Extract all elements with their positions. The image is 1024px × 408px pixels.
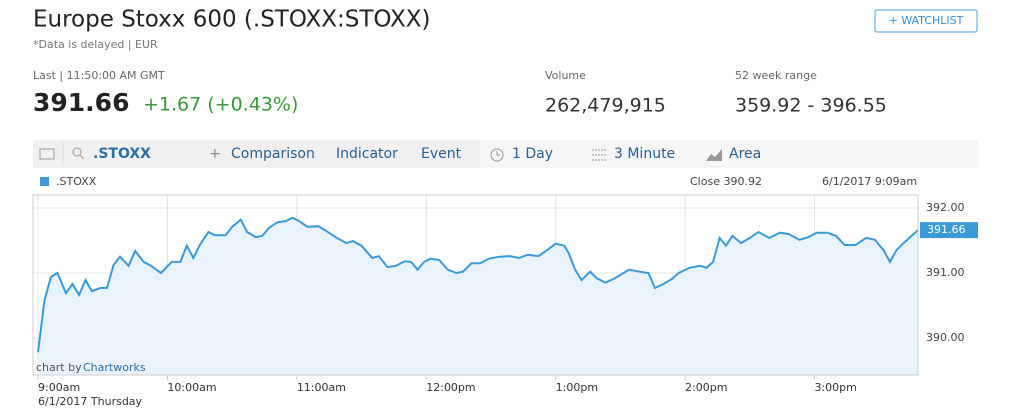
x-tick-label: 9:00am [38, 381, 80, 394]
y-tick-label: 391.00 [926, 266, 965, 279]
period[interactable]: 1 Day [512, 146, 553, 162]
plus-icon: + [209, 146, 221, 162]
credit-link[interactable]: Chartworks [83, 361, 146, 374]
range: 359.92 - 396.55 [735, 95, 887, 117]
title: Europe Stoxx 600 (.STOXX:STOXX) [33, 7, 431, 33]
comparison[interactable]: Comparison [231, 146, 315, 162]
folder-icon[interactable] [39, 148, 55, 160]
plot-frame [32, 194, 919, 376]
legend-swatch [40, 177, 49, 186]
area-icon [706, 149, 722, 161]
x-tick-label: 3:00pm [814, 381, 856, 394]
volume-label: Volume [545, 69, 586, 82]
close-label: Close 390.92 [690, 175, 762, 188]
legend-label: .STOXX [56, 175, 97, 188]
event[interactable]: Event [421, 146, 462, 162]
range-label: 52 week range [735, 69, 817, 82]
x-tick-label: 10:00am [167, 381, 216, 394]
plot [33, 195, 919, 375]
toolbar-right [480, 140, 978, 168]
last-price: 391.66 [33, 88, 129, 117]
search-icon-handle [79, 154, 85, 160]
clock-hands [496, 151, 500, 156]
x-tick-label: 2:00pm [685, 381, 727, 394]
x-tick-label: 12:00pm [426, 381, 475, 394]
last-value-badge [920, 222, 978, 239]
price-line [37, 216, 919, 353]
volume: 262,479,915 [545, 95, 666, 117]
y-tick-label: 392.00 [926, 201, 965, 214]
area-fill [38, 217, 918, 375]
clock-icon [490, 148, 504, 162]
last-value-label: 391.66 [927, 223, 966, 236]
symbol[interactable]: .STOXX [93, 146, 151, 162]
chart-style[interactable]: Area [729, 146, 761, 162]
last-label: Last | 11:50:00 AM GMT [33, 69, 165, 82]
x-tick-label: 1:00pm [556, 381, 598, 394]
interval-icon [592, 149, 606, 161]
date-label: 6/1/2017 Thursday [38, 395, 143, 408]
watchlist-text[interactable]: + WATCHLIST [889, 14, 964, 27]
note: *Data is delayed | EUR [33, 38, 158, 51]
timestamp: 6/1/2017 9:09am [822, 175, 917, 188]
indicator[interactable]: Indicator [336, 146, 398, 162]
credit: chart by [36, 361, 82, 374]
price-change: +1.67 (+0.43%) [143, 94, 298, 116]
watchlist-button[interactable] [874, 9, 978, 33]
x-tick-label: 11:00am [297, 381, 346, 394]
search-icon [72, 147, 82, 157]
y-tick-label: 390.00 [926, 331, 965, 344]
interval[interactable]: 3 Minute [614, 146, 675, 162]
